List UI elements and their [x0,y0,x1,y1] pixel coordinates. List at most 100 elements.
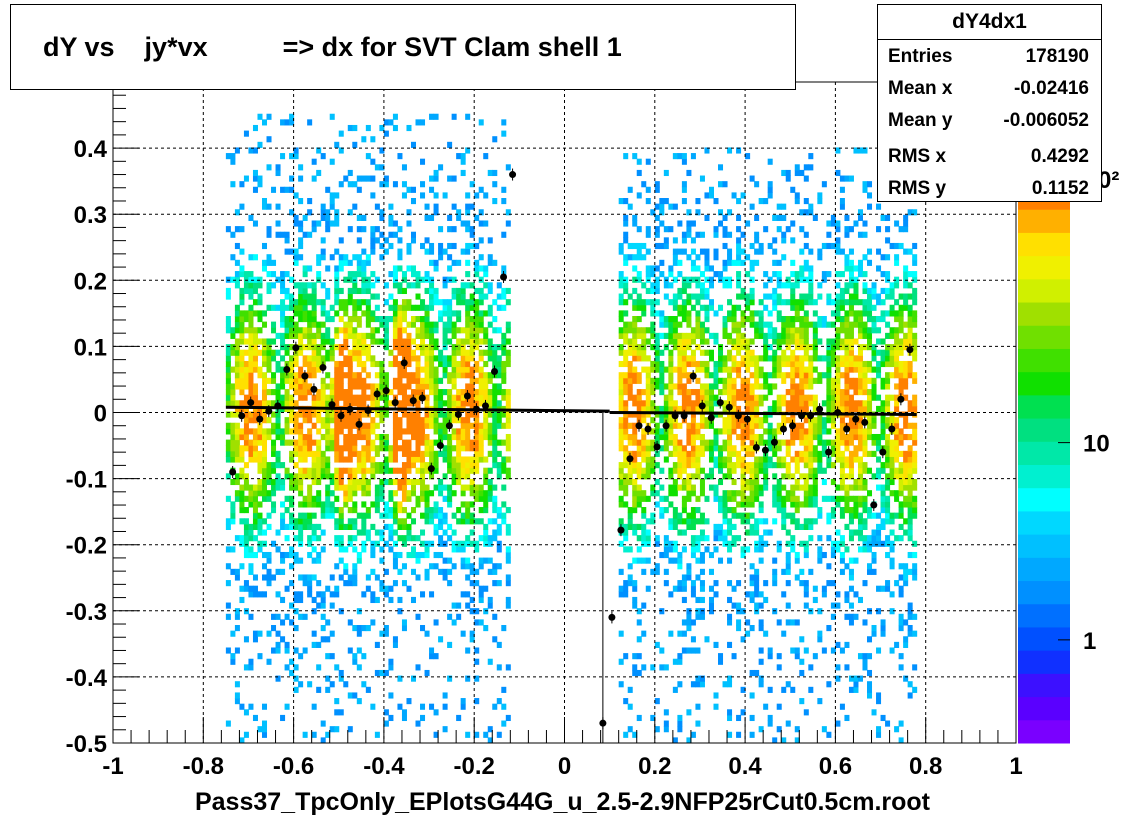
density-cell [794,467,800,474]
density-cell [383,507,389,514]
density-cell [844,282,850,289]
density-cell [338,675,344,682]
density-cell [320,720,326,727]
density-cell [862,321,868,328]
density-cell [794,422,800,429]
density-cell [302,389,308,396]
density-cell [347,360,353,368]
density-cell [469,422,475,429]
density-cell [772,495,778,502]
density-cell [293,377,299,384]
density-cell [316,428,322,435]
density-cell [736,344,742,351]
density-cell [830,299,836,306]
density-cell [790,405,796,413]
density-cell [424,287,430,295]
density-cell [623,484,629,491]
density-cell [745,462,751,469]
density-cell [704,293,710,300]
density-cell [352,327,358,334]
density-cell [754,467,760,474]
density-cell [392,529,398,536]
density-cell [505,664,511,671]
density-cell [672,153,678,160]
density-cell [352,546,358,553]
density-cell [469,484,475,491]
density-cell [749,394,755,401]
density-cell [298,445,304,452]
density-cell [727,389,733,396]
density-cell [261,355,268,362]
density-cell [690,523,696,530]
density-cell [853,512,859,519]
density-cell [817,248,823,255]
density-cell [718,462,724,469]
density-cell [338,265,344,272]
density-cell [302,327,308,334]
density-cell [695,613,701,620]
density-cell [618,360,624,368]
density-cell [465,220,471,227]
density-cell [370,338,376,345]
density-cell [302,450,308,457]
density-cell [456,259,462,266]
density-cell [681,585,687,592]
density-cell [501,518,507,525]
density-cell [234,366,240,373]
density-cell [334,287,340,295]
density-cell [334,265,340,272]
density-cell [690,462,696,469]
density-cell [686,355,692,362]
density-cell [406,383,412,390]
density-cell [808,366,814,373]
density-cell [668,400,674,407]
density-cell [794,366,800,373]
density-cell [699,568,705,575]
density-cell [271,507,277,514]
density-cell [338,523,344,530]
density-cell [420,484,426,491]
density-cell [736,198,742,205]
density-cell [483,383,489,390]
density-cell [722,529,728,536]
density-cell [713,360,719,368]
density-cell [374,338,380,345]
density-cell [650,518,656,525]
density-cell [316,411,322,418]
density-cell [410,417,417,424]
density-cell [447,523,453,530]
density-cell [456,714,462,722]
density-cell [826,518,832,525]
density-cell [234,321,240,328]
density-cell [239,490,245,497]
density-cell [397,304,403,311]
density-cell [790,332,796,339]
density-cell [803,495,809,502]
density-cell [857,495,863,502]
density-cell [492,259,498,266]
density-cell [704,389,710,396]
density-cell [239,737,245,744]
density-cell [397,445,403,452]
density-cell [636,271,642,278]
density-cell [401,540,407,547]
density-cell [835,299,841,306]
density-cell [266,417,272,424]
density-cell [361,276,367,283]
density-cell [853,591,859,598]
density-cell [316,467,322,474]
density-cell [392,557,398,564]
density-cell [352,439,358,446]
density-cell [406,372,412,379]
density-cell [853,456,859,463]
density-cell [302,310,308,317]
density-cell [677,372,683,379]
density-cell [388,456,394,463]
density-cell [429,647,435,654]
density-cell [261,242,268,250]
density-cell [487,518,493,525]
density-cell [839,433,845,441]
density-cell [650,439,656,446]
density-cell [817,372,823,379]
density-cell [799,209,805,216]
